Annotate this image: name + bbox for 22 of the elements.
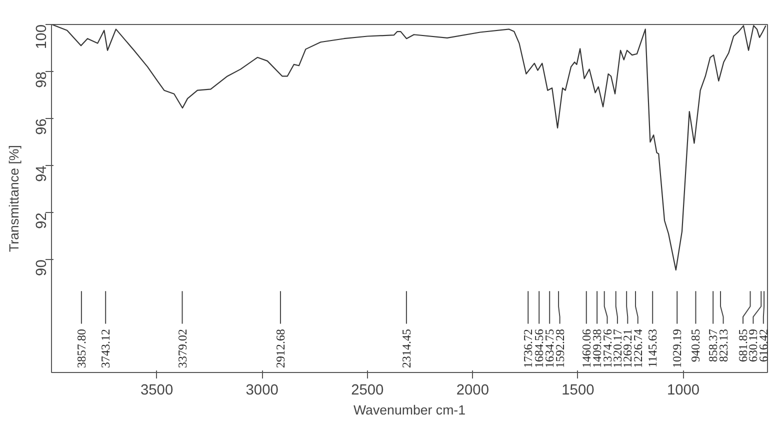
y-tick-label: 94 [34, 166, 50, 182]
x-axis-title: Wavenumber cm-1 [353, 402, 466, 418]
y-tick-label: 96 [34, 118, 50, 135]
annotation: 3743.12 [98, 329, 113, 368]
y-tick-label: 98 [34, 72, 50, 88]
annotation: 2912.68 [273, 329, 288, 368]
x-tick-label: 1000 [666, 382, 700, 398]
y-tick-label: 90 [34, 260, 50, 276]
x-tick-label: 1500 [562, 382, 594, 398]
y-axis-title: Transmittance [%] [6, 145, 22, 252]
annotation: 1029.19 [670, 329, 684, 368]
annotation: 3857.80 [74, 329, 88, 368]
annotation: 3379.02 [175, 329, 190, 368]
x-tick-label: 2000 [456, 382, 489, 398]
y-tick-label: 92 [34, 212, 50, 229]
y-tick-label: 100 [34, 24, 50, 49]
x-tick-label: 2500 [351, 382, 384, 398]
annotation: 2314.45 [399, 329, 414, 368]
annotation: 940.85 [688, 329, 703, 362]
x-tick-label: 3000 [246, 382, 278, 398]
annotation: 1145.63 [646, 328, 660, 368]
x-tick-label: 3500 [140, 382, 174, 398]
